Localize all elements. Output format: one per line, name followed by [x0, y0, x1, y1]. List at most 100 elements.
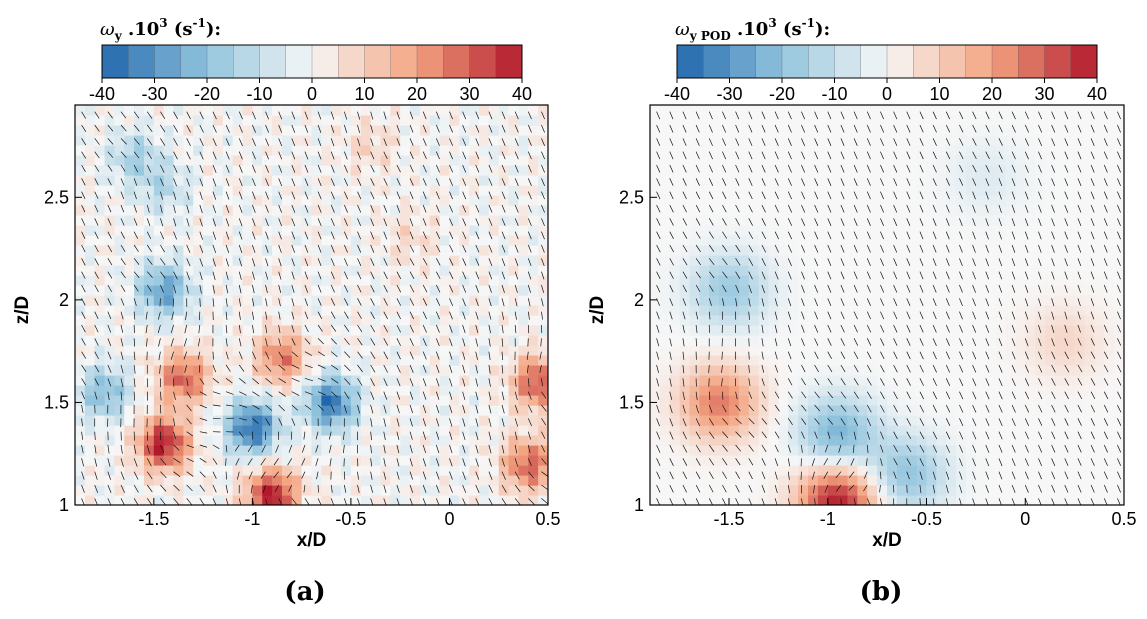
field-cell	[1045, 185, 1056, 196]
field-cell	[827, 235, 839, 246]
field-cell	[956, 185, 967, 196]
field-cell	[975, 295, 987, 306]
field-cell	[837, 295, 849, 306]
field-cell	[400, 145, 411, 156]
field-cell	[232, 245, 244, 256]
field-cell	[916, 155, 928, 166]
field-cell	[1104, 265, 1115, 276]
field-cell	[479, 235, 490, 246]
velocity-arrow	[265, 364, 272, 372]
field-cell	[847, 425, 858, 436]
field-cell	[410, 195, 421, 206]
velocity-arrow	[344, 164, 348, 173]
field-cell	[498, 135, 510, 146]
field-cell	[867, 485, 878, 496]
field-cell	[528, 125, 539, 136]
field-cell	[134, 265, 145, 276]
field-cell	[1035, 365, 1046, 376]
field-cell	[689, 385, 700, 396]
field-cell	[1054, 475, 1066, 486]
field-cell	[508, 335, 520, 346]
field-cell	[817, 495, 829, 505]
field-cell	[272, 435, 283, 446]
field-cell	[926, 335, 937, 346]
field-cell	[966, 175, 977, 186]
field-cell	[390, 295, 401, 306]
field-cell	[906, 355, 918, 366]
field-cell	[1025, 275, 1036, 286]
field-cell	[1064, 165, 1076, 176]
velocity-arrow	[107, 164, 113, 172]
field-cell	[183, 145, 194, 156]
velocity-arrow	[212, 244, 217, 254]
field-cell	[1064, 335, 1076, 346]
field-cell	[1054, 125, 1066, 136]
field-cell	[242, 325, 253, 336]
field-cell	[926, 315, 937, 326]
field-cell	[1064, 305, 1076, 316]
field-cell	[528, 255, 539, 266]
field-cell	[689, 345, 700, 356]
field-cell	[699, 315, 710, 326]
field-cell	[985, 315, 997, 326]
field-cell	[252, 425, 263, 436]
field-cell	[689, 105, 700, 116]
velocity-arrow	[291, 351, 299, 358]
field-cell	[896, 295, 908, 306]
field-cell	[360, 165, 372, 176]
field-cell	[518, 435, 529, 446]
field-cell	[926, 275, 937, 286]
field-cell	[867, 105, 878, 116]
velocity-arrow	[409, 351, 414, 360]
field-cell	[84, 385, 96, 396]
velocity-arrow	[488, 364, 491, 374]
velocity-arrow	[409, 204, 414, 213]
field-cell	[469, 325, 480, 336]
field-cell	[498, 265, 510, 276]
field-cell	[837, 395, 849, 406]
field-cell	[887, 235, 898, 246]
field-cell	[926, 285, 937, 296]
field-cell	[380, 475, 391, 486]
field-cell	[75, 315, 86, 326]
field-cell	[538, 125, 548, 136]
velocity-arrow	[317, 231, 322, 240]
field-cell	[390, 335, 401, 346]
field-cell	[768, 205, 779, 216]
field-cell	[370, 285, 382, 296]
field-cell	[966, 315, 977, 326]
field-cell	[659, 375, 671, 386]
field-cell	[916, 445, 928, 456]
field-cell	[469, 125, 480, 136]
velocity-arrow	[239, 404, 248, 408]
velocity-arrow	[475, 391, 479, 401]
field-cell	[528, 325, 539, 336]
field-cell	[946, 125, 957, 136]
field-cell	[975, 135, 987, 146]
field-cell	[659, 345, 671, 356]
field-cell	[906, 295, 918, 306]
field-cell	[390, 375, 401, 386]
field-cell	[877, 225, 888, 236]
field-cell	[906, 315, 918, 326]
field-cell	[857, 165, 868, 176]
field-cell	[1025, 445, 1036, 456]
field-cell	[390, 255, 401, 266]
field-cell	[222, 215, 234, 226]
field-cell	[311, 215, 322, 226]
velocity-arrow	[81, 404, 84, 413]
field-cell	[193, 465, 204, 476]
field-cell	[380, 195, 391, 206]
field-cell	[1074, 455, 1086, 466]
field-cell	[143, 365, 155, 376]
field-cell	[906, 155, 918, 166]
field-cell	[449, 495, 460, 505]
field-cell	[173, 375, 184, 386]
field-cell	[966, 245, 977, 256]
field-cell	[469, 315, 480, 326]
field-cell	[439, 295, 451, 306]
field-cell	[469, 185, 480, 196]
field-cell	[877, 405, 888, 416]
field-cell	[985, 135, 997, 146]
velocity-arrow	[330, 124, 335, 133]
